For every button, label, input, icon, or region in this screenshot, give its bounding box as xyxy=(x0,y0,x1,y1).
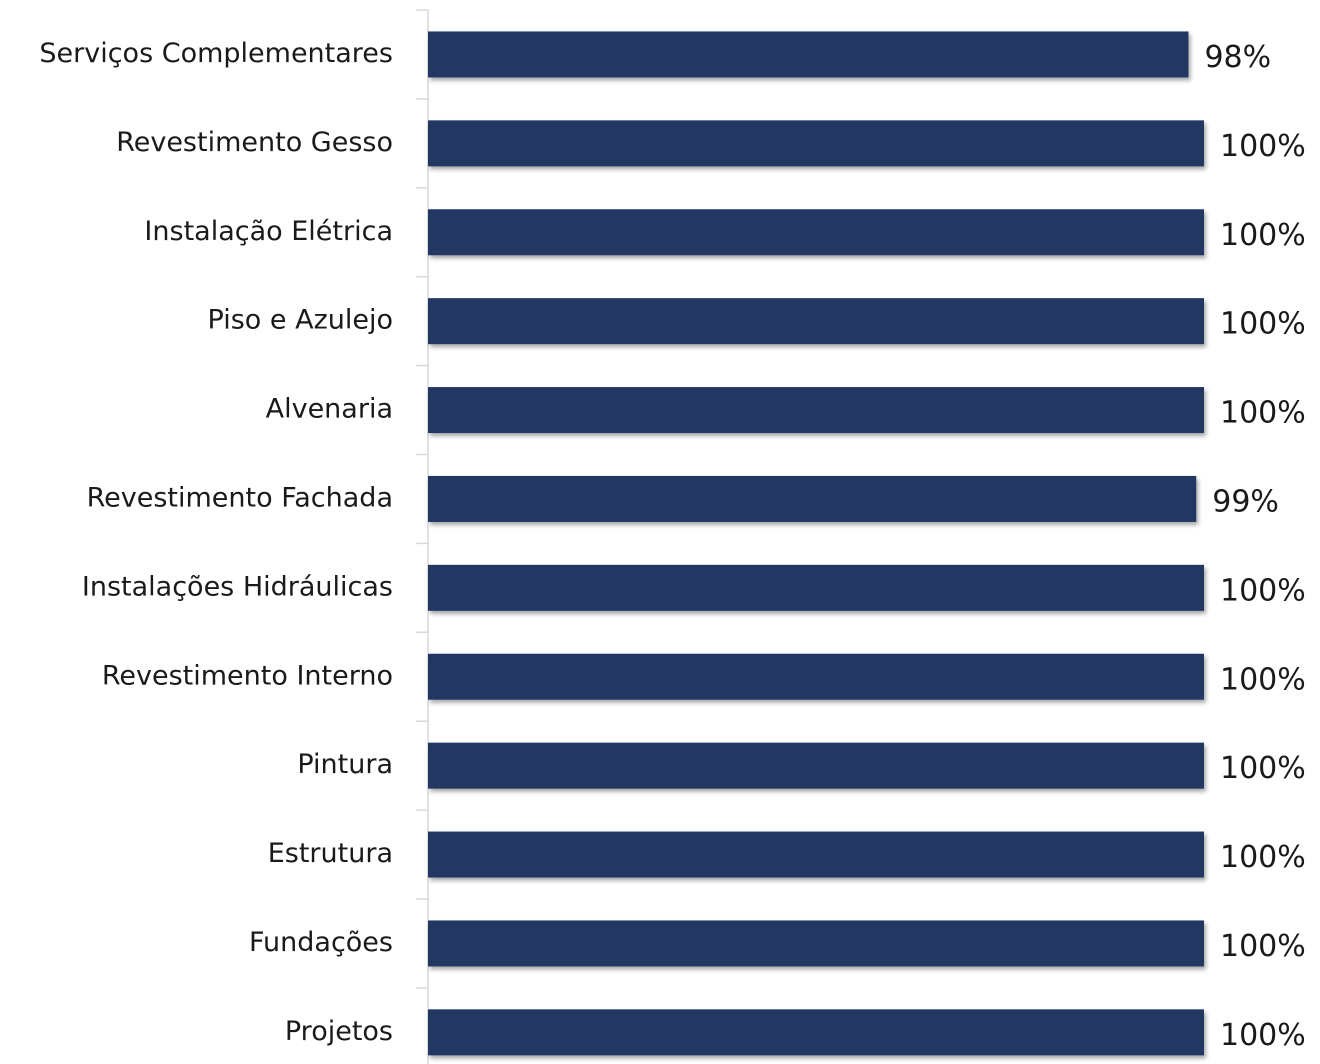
bar xyxy=(428,120,1204,167)
data-label: 100% xyxy=(1220,396,1306,431)
bar xyxy=(428,920,1204,967)
data-label: 100% xyxy=(1220,307,1306,342)
data-label: 100% xyxy=(1220,573,1306,608)
category-label: Projetos xyxy=(285,1016,393,1047)
data-label: 100% xyxy=(1220,129,1306,164)
data-label: 100% xyxy=(1220,840,1306,875)
bar xyxy=(428,742,1204,789)
bar xyxy=(428,564,1204,611)
bar xyxy=(428,831,1204,878)
category-label: Instalação Elétrica xyxy=(144,216,393,247)
bar xyxy=(428,653,1204,700)
data-label: 100% xyxy=(1220,218,1306,253)
bar xyxy=(428,1009,1204,1056)
category-label: Revestimento Interno xyxy=(102,660,393,691)
data-label: 100% xyxy=(1220,1018,1306,1053)
category-label: Revestimento Fachada xyxy=(87,482,393,513)
bar xyxy=(428,387,1204,434)
category-label: Revestimento Gesso xyxy=(116,127,393,158)
category-label: Piso e Azulejo xyxy=(208,305,393,336)
data-label: 100% xyxy=(1220,929,1306,964)
data-label: 100% xyxy=(1220,662,1306,697)
category-label: Pintura xyxy=(297,749,393,780)
data-label: 100% xyxy=(1220,751,1306,786)
category-label: Alvenaria xyxy=(266,394,393,425)
bar xyxy=(428,298,1204,345)
category-label: Serviços Complementares xyxy=(39,38,393,69)
bar xyxy=(428,209,1204,256)
data-label: 99% xyxy=(1212,484,1279,519)
data-label: 98% xyxy=(1204,40,1271,75)
category-label: Instalações Hidráulicas xyxy=(82,571,393,602)
bar xyxy=(428,475,1197,522)
category-label: Estrutura xyxy=(268,838,393,869)
bar xyxy=(428,31,1189,78)
category-label: Fundações xyxy=(249,927,393,958)
